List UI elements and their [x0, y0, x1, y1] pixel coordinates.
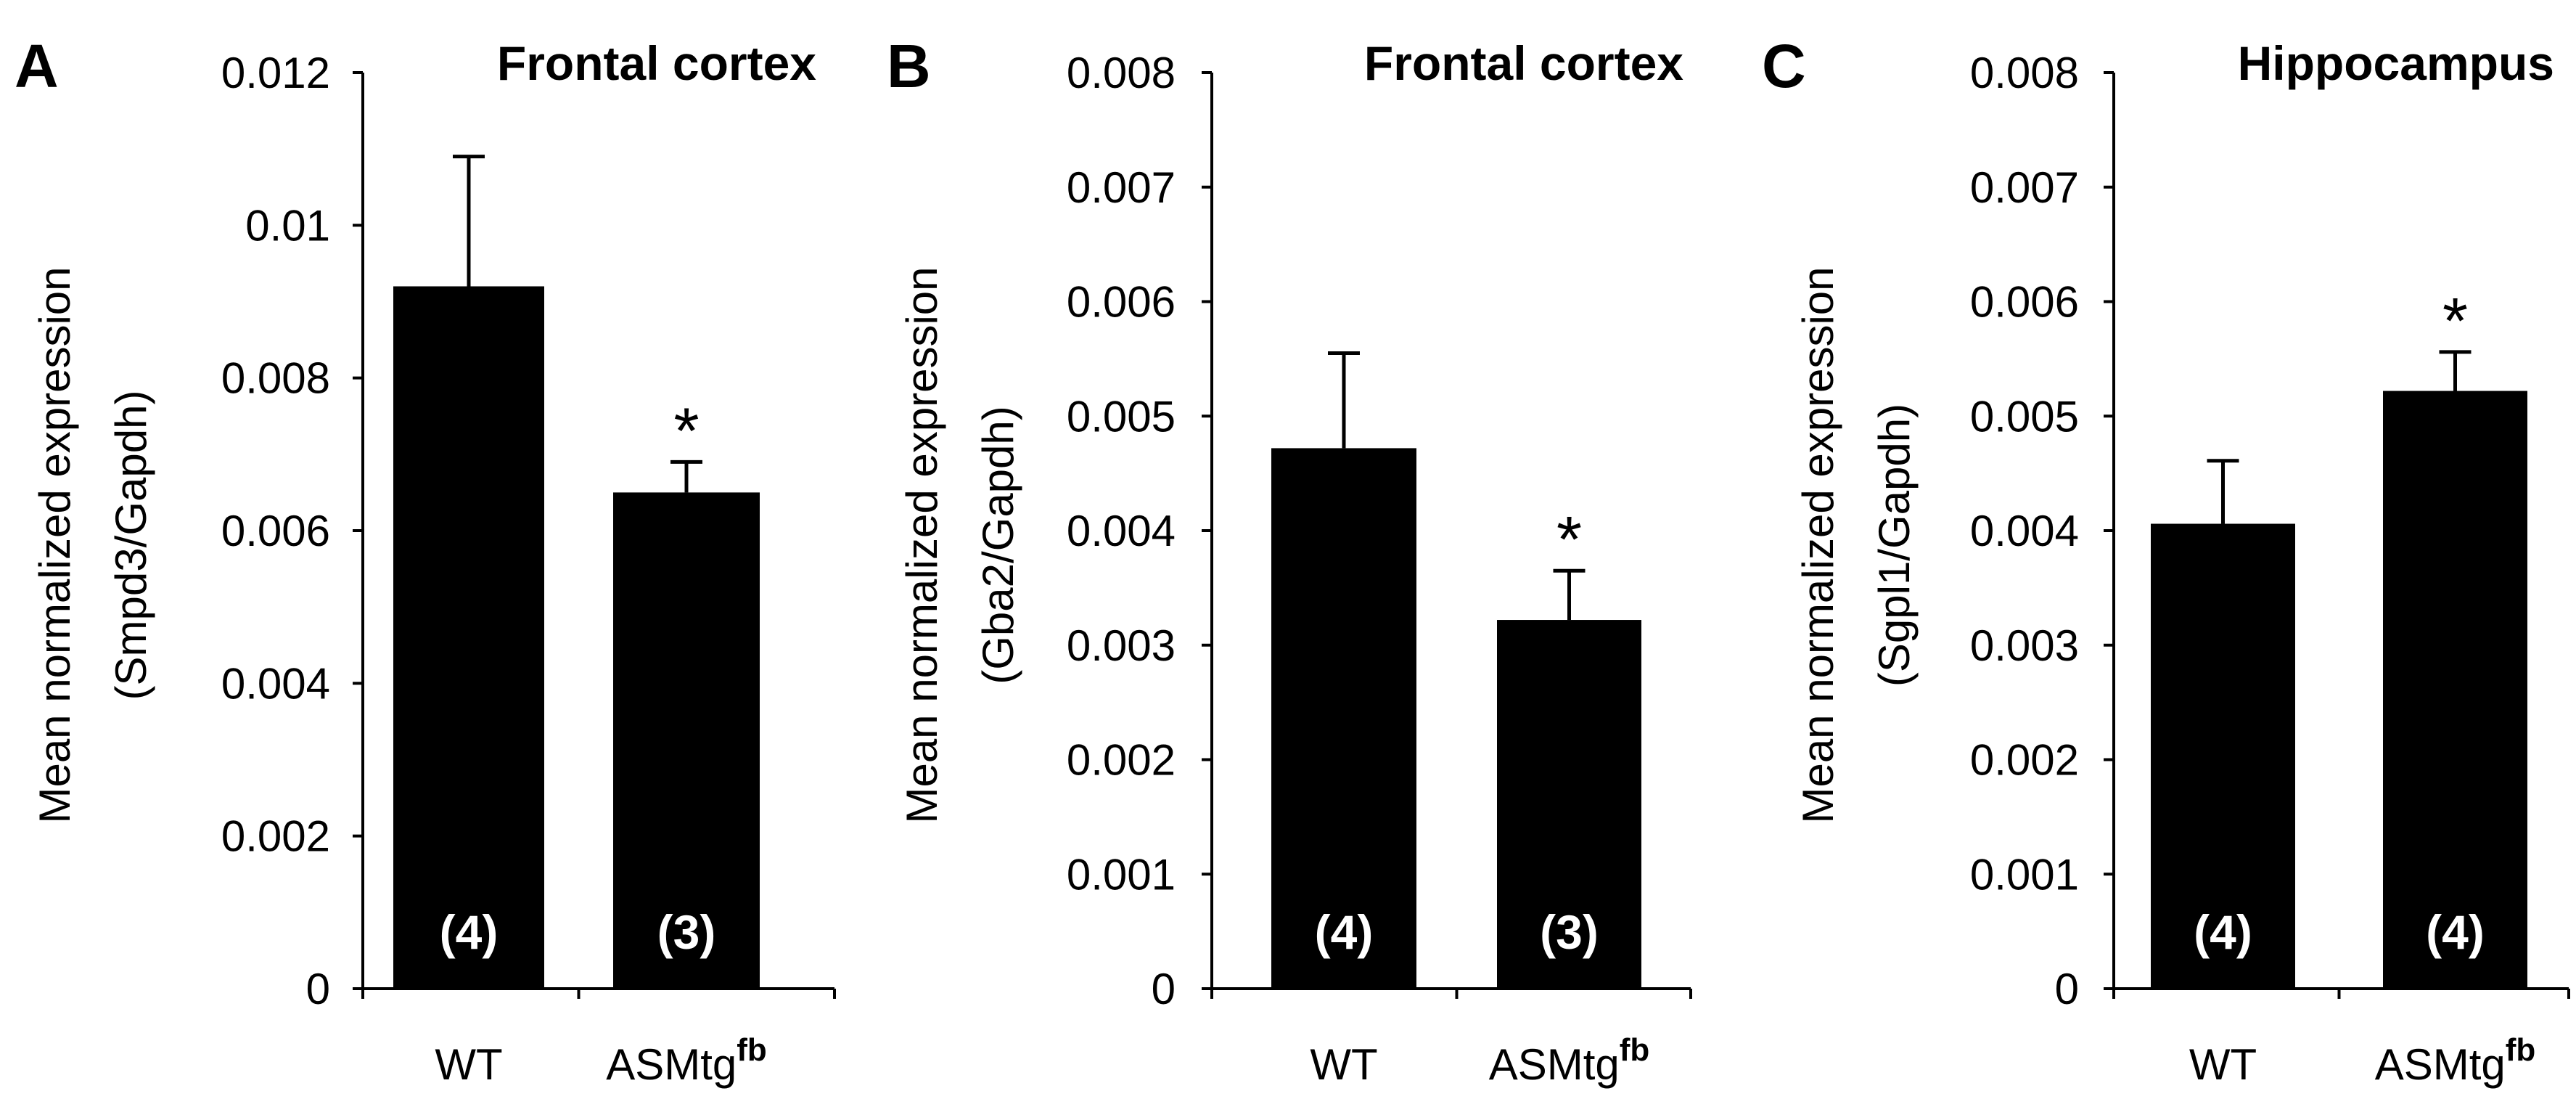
x-category-label: ASMtgfb: [1489, 1032, 1650, 1089]
panel-letter: A: [15, 32, 59, 100]
x-category-superscript: fb: [1620, 1032, 1650, 1068]
y-tick-label: 0.006: [1970, 278, 2079, 327]
y-tick-label: 0.003: [1970, 621, 2079, 670]
y-tick-label: 0.002: [1970, 736, 2079, 785]
y-tick-label: 0.006: [221, 507, 330, 555]
x-category-label: ASMtgfb: [2375, 1032, 2536, 1089]
y-tick-label: 0.007: [1067, 163, 1176, 212]
y-tick-label: 0.003: [1067, 621, 1176, 670]
bar: [1271, 448, 1416, 989]
x-category-label: ASMtgfb: [606, 1032, 767, 1089]
bar: [1497, 620, 1641, 989]
panel-letter: B: [887, 32, 931, 100]
y-tick-label: 0.012: [221, 49, 330, 97]
y-tick-label: 0: [306, 965, 330, 1013]
y-tick-label: 0.007: [1970, 163, 2079, 212]
x-category-label: WT: [435, 1040, 502, 1089]
y-tick-label: 0.004: [1970, 507, 2079, 555]
panel-a: (4) WT (3) * ASMtgfb 0 0.002 0.004 0.006 0.008 0.0…: [15, 32, 836, 1089]
x-category-superscript: fb: [737, 1032, 767, 1068]
n-label: (4): [2194, 905, 2252, 959]
x-category-base: WT: [2189, 1040, 2257, 1089]
panel-title: Hippocampus: [2238, 36, 2554, 90]
y-tick-label: 0.001: [1970, 850, 2079, 899]
y-tick-label: 0.006: [1067, 278, 1176, 327]
x-category-base: WT: [435, 1040, 502, 1089]
n-label: (4): [1315, 905, 1374, 959]
x-category-label: WT: [2189, 1040, 2257, 1089]
y-tick-label: 0: [1152, 965, 1176, 1013]
x-category-base: ASMtg: [2375, 1040, 2506, 1089]
y-tick-label: 0.008: [221, 354, 330, 403]
y-tick-label: 0: [2055, 965, 2079, 1013]
significance-star: *: [2442, 285, 2468, 358]
bar: [393, 286, 544, 989]
significance-star: *: [1556, 504, 1582, 576]
significance-star: *: [673, 395, 699, 467]
panels-group: (4)WT(3)*ASMtgfb00.0020.0040.0060.0080.0…: [15, 32, 2570, 1089]
x-category-base: ASMtg: [606, 1040, 737, 1089]
n-label: (4): [2426, 905, 2485, 959]
y-tick-label: 0.002: [1067, 736, 1176, 785]
y-axis-label-unit: (Gba2/Gapdh): [974, 406, 1022, 685]
y-tick-label: 0.008: [1067, 49, 1176, 97]
panel-letter: C: [1762, 32, 1806, 100]
bar: [613, 492, 760, 989]
y-tick-label: 0.004: [1067, 507, 1176, 555]
panel-title: Frontal cortex: [497, 36, 816, 90]
x-category-base: ASMtg: [1489, 1040, 1620, 1089]
x-category-superscript: fb: [2506, 1032, 2536, 1068]
panel-b: (4) WT (3) * ASMtgfb 0 0.001 0.002 0.003 0.004 0.0…: [887, 32, 1692, 1089]
y-tick-label: 0.001: [1067, 850, 1176, 899]
panel-c: (4) WT (4) * ASMtgfb 0 0.001 0.002 0.003 0.004 0.0…: [1762, 32, 2570, 1089]
bar: [2383, 391, 2527, 989]
y-tick-label: 0.002: [221, 812, 330, 861]
y-axis-label: Mean normalized expression: [898, 266, 946, 823]
y-axis-label: Mean normalized expression: [30, 266, 79, 823]
panel-title: Frontal cortex: [1364, 36, 1683, 90]
y-axis-label: Mean normalized expression: [1794, 266, 1842, 823]
x-category-base: WT: [1310, 1040, 1377, 1089]
y-axis-label-unit: (Smpd3/Gapdh): [107, 391, 155, 700]
y-tick-label: 0.005: [1067, 392, 1176, 441]
bar: [2151, 523, 2295, 989]
y-tick-label: 0.01: [245, 201, 330, 250]
x-category-label: WT: [1310, 1040, 1377, 1089]
y-tick-label: 0.005: [1970, 392, 2079, 441]
n-label: (3): [657, 905, 716, 959]
n-label: (3): [1540, 905, 1599, 959]
n-label: (4): [440, 905, 499, 959]
y-tick-label: 0.008: [1970, 49, 2079, 97]
y-axis-label-unit: (Sgpl1/Gapdh): [1870, 404, 1919, 687]
y-tick-label: 0.004: [221, 659, 330, 708]
